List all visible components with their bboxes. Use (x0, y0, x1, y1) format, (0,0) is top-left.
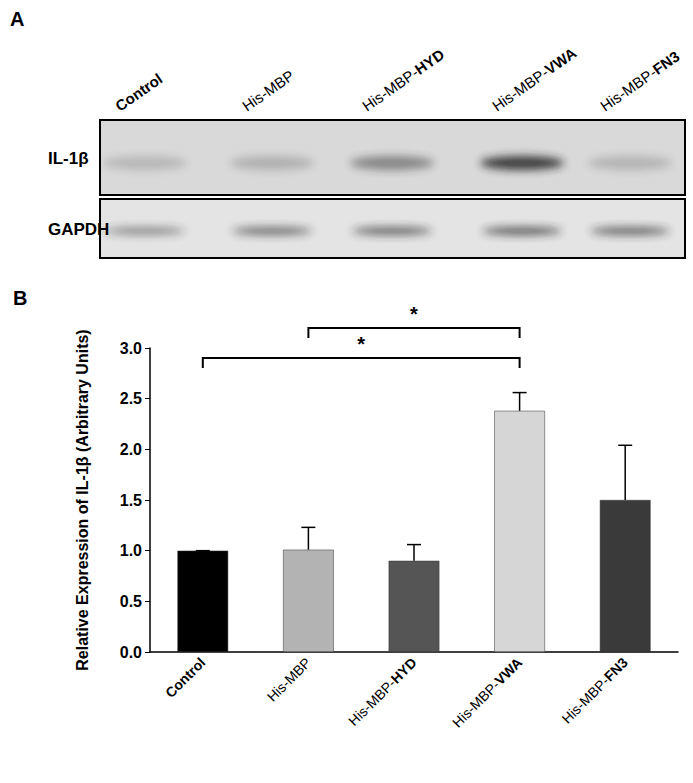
svg-text:3.0: 3.0 (120, 340, 142, 357)
svg-text:Control: Control (112, 70, 165, 115)
svg-text:GAPDH: GAPDH (48, 220, 109, 239)
svg-text:Control: Control (162, 654, 208, 700)
svg-text:Relative Expression of IL-1β (: Relative Expression of IL-1β (Arbitrary … (74, 329, 91, 670)
svg-text:*: * (357, 333, 365, 355)
svg-text:His-MBP-: His-MBP- (449, 677, 503, 731)
svg-text:FN3: FN3 (600, 654, 631, 685)
svg-text:His-MBP-HYD: His-MBP-HYD (359, 45, 447, 114)
svg-text:His-MBP-FN3: His-MBP-FN3 (597, 47, 683, 114)
svg-text:VWA: VWA (491, 654, 526, 689)
svg-text:1.5: 1.5 (120, 492, 142, 509)
svg-text:B: B (13, 287, 27, 309)
svg-text:His-MBP-VWA: His-MBP-VWA (489, 44, 579, 114)
svg-text:1.0: 1.0 (120, 542, 142, 559)
svg-text:0.5: 0.5 (120, 593, 142, 610)
svg-text:IL-1β: IL-1β (48, 149, 89, 168)
svg-text:A: A (10, 8, 24, 30)
svg-text:2.0: 2.0 (120, 441, 142, 458)
svg-text:0.0: 0.0 (120, 644, 142, 661)
svg-text:His-MBP-: His-MBP- (559, 673, 613, 727)
svg-text:His-MBP: His-MBP (264, 654, 314, 704)
svg-text:His-MBP: His-MBP (239, 67, 297, 115)
svg-text:His-MBP-: His-MBP- (345, 675, 399, 729)
svg-text:HYD: HYD (387, 654, 420, 687)
svg-text:2.5: 2.5 (120, 390, 142, 407)
svg-text:*: * (410, 303, 418, 325)
